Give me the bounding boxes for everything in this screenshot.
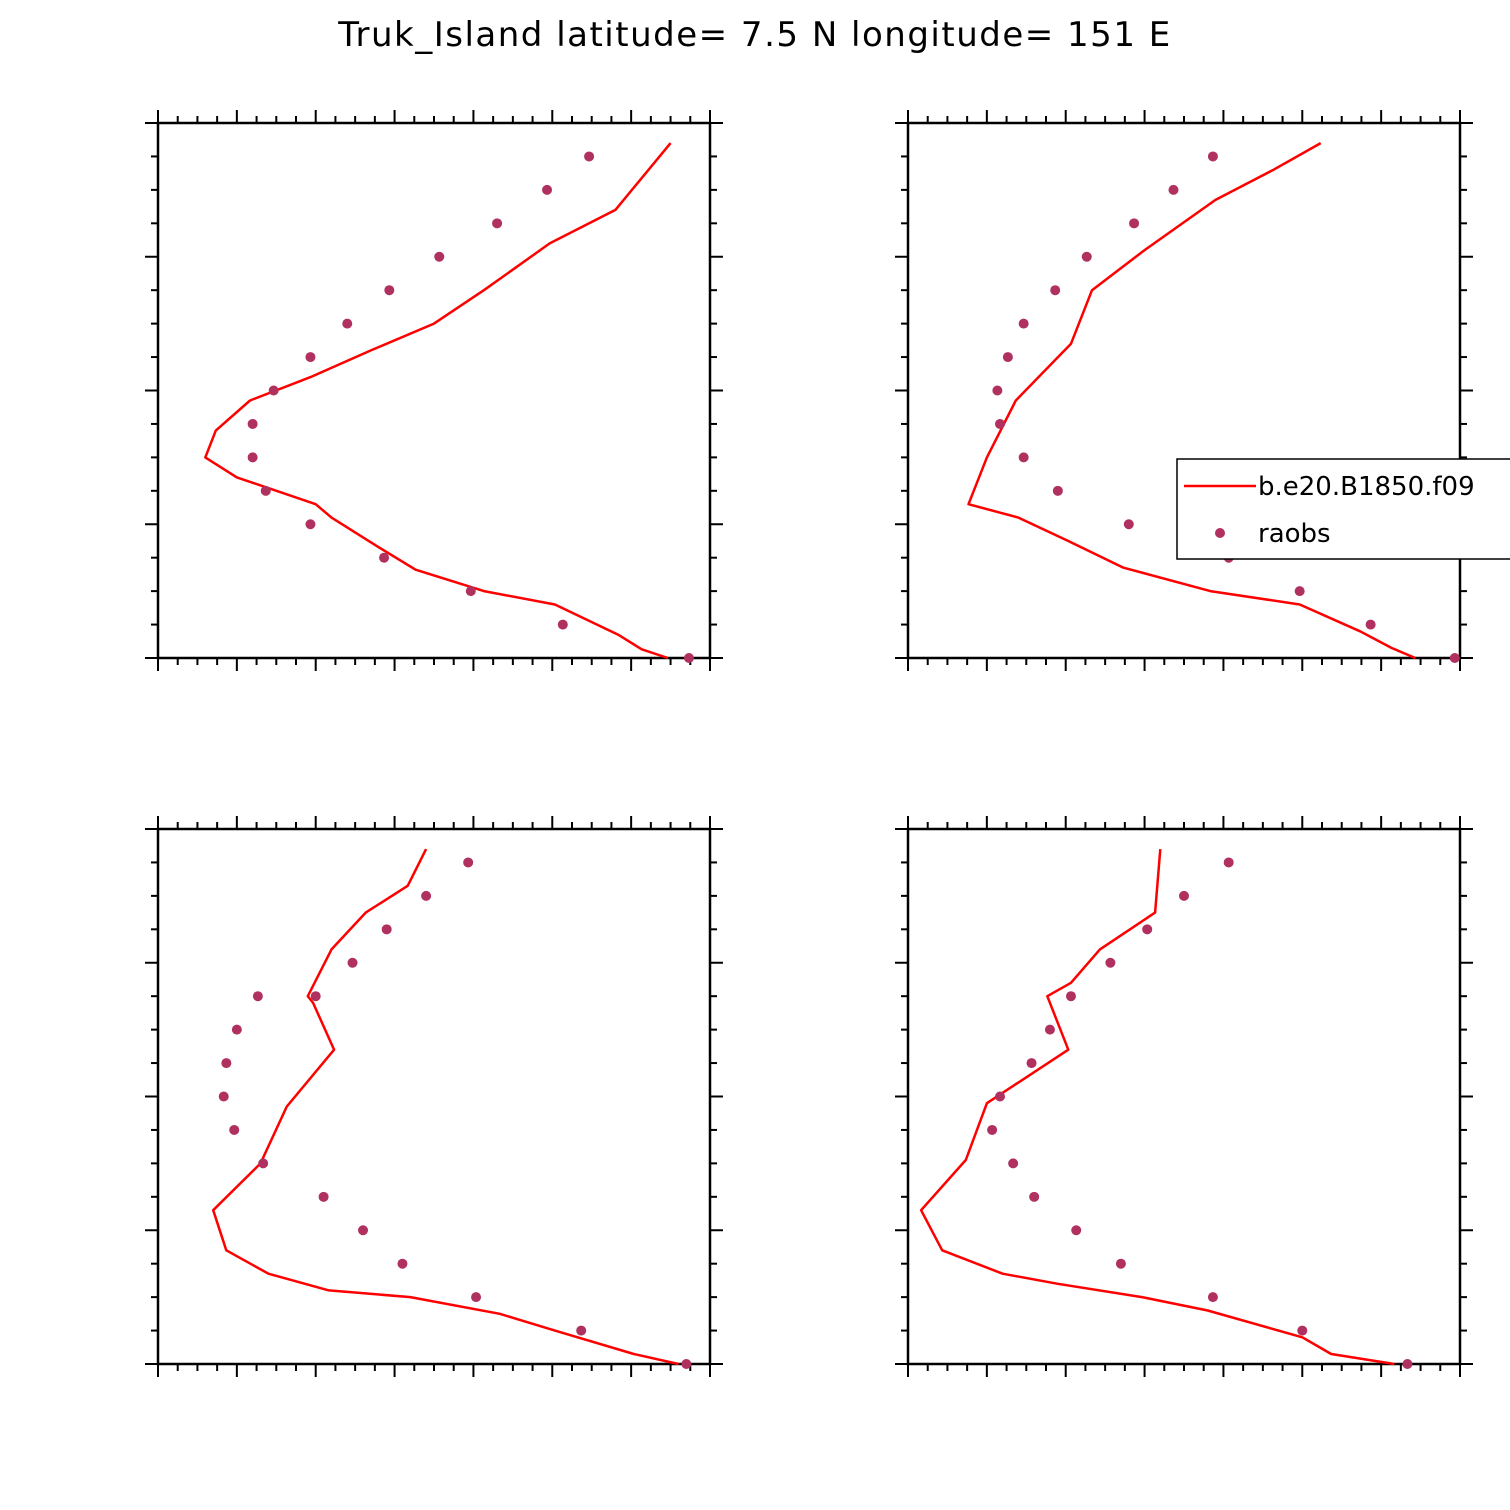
plot-frame (906, 827, 1462, 1366)
obs-point (421, 890, 432, 901)
obs-point (1129, 218, 1140, 229)
obs-point (1449, 653, 1460, 663)
obs-point (1123, 519, 1134, 530)
obs-point (347, 957, 358, 968)
legend-model-label: b.e20.B1850.f09 (1258, 472, 1475, 502)
obs-point (1402, 1359, 1413, 1369)
obs-point (252, 991, 263, 1002)
obs-point (1294, 586, 1305, 597)
obs-point (229, 1124, 240, 1135)
obs-point (1207, 151, 1218, 162)
plot-frame (156, 827, 712, 1366)
obs-point (1029, 1191, 1040, 1202)
obs-point (1365, 619, 1376, 630)
obs-point (258, 1158, 269, 1169)
obs-point (434, 251, 445, 262)
obs-point (995, 1091, 1005, 1102)
panel-apr (895, 110, 1473, 671)
legend-obs-label: raobs (1258, 519, 1331, 549)
obs-point (379, 552, 390, 563)
obs-point (247, 418, 258, 429)
obs-point (1002, 352, 1013, 363)
obs-point (1018, 318, 1029, 329)
obs-point (384, 285, 395, 296)
obs-point (1142, 924, 1153, 935)
obs-point (397, 1258, 408, 1269)
model-line (211, 848, 679, 1366)
obs-point (218, 1091, 229, 1102)
plot-frame (156, 121, 712, 660)
obs-point (342, 318, 353, 329)
obs-point (995, 418, 1005, 429)
obs-point (1207, 1292, 1218, 1303)
obs-point (1168, 184, 1179, 195)
obs-point (584, 151, 595, 162)
obs-point (1223, 857, 1234, 868)
obs-point (1008, 1158, 1019, 1169)
obs-point (1050, 285, 1061, 296)
obs-point (987, 1124, 998, 1135)
model-line (919, 848, 1395, 1366)
obs-point (683, 653, 694, 663)
obs-point (471, 1292, 482, 1303)
obs-point (1018, 452, 1029, 463)
obs-point (310, 991, 321, 1002)
obs-point (268, 385, 279, 396)
obs-point (1044, 1024, 1055, 1035)
legend: b.e20.B1850.f09 raobs (1176, 458, 1510, 560)
panel-jan (145, 110, 723, 671)
plot-frame (906, 121, 1462, 660)
obs-point (1081, 251, 1092, 262)
obs-point (1071, 1225, 1082, 1236)
obs-point (1179, 890, 1189, 901)
obs-point (492, 218, 503, 229)
obs-point (1052, 485, 1063, 496)
obs-point (1105, 957, 1116, 968)
figure-title: Truk_Island latitude= 7.5 N longitude= 1… (337, 15, 1172, 55)
obs-point (576, 1325, 587, 1336)
obs-point (557, 619, 568, 630)
model-line (967, 142, 1416, 660)
obs-point (463, 857, 474, 868)
panel-oct (895, 816, 1473, 1377)
obs-point (992, 385, 1003, 396)
chart-panels (145, 110, 1473, 1377)
obs-point (465, 586, 476, 597)
legend-box (1176, 458, 1510, 560)
obs-point (681, 1359, 692, 1369)
panel-jul (145, 816, 723, 1377)
obs-point (231, 1024, 242, 1035)
obs-point (260, 485, 271, 496)
legend-obs-swatch (1215, 528, 1225, 538)
obs-point (1115, 1258, 1126, 1269)
obs-point (358, 1225, 369, 1236)
obs-point (1065, 991, 1076, 1002)
obs-point (318, 1191, 329, 1202)
obs-point (381, 924, 392, 935)
obs-point (305, 352, 316, 363)
obs-point (247, 452, 258, 463)
model-line (204, 142, 672, 660)
obs-point (542, 184, 553, 195)
obs-point (1297, 1325, 1308, 1336)
obs-point (221, 1058, 232, 1069)
obs-point (1026, 1058, 1037, 1069)
obs-point (305, 519, 316, 530)
